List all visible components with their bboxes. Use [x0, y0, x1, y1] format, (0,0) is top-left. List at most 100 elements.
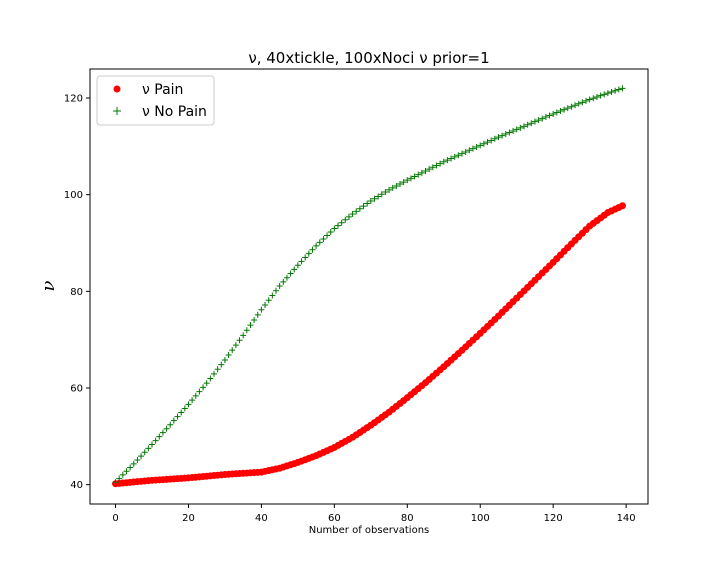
- no-pain-point: [422, 167, 429, 174]
- no-pain-point: [437, 160, 444, 167]
- no-pain-point: [575, 100, 582, 107]
- no-pain-point: [214, 366, 221, 373]
- no-pain-point: [349, 211, 356, 217]
- x-tick-label: 100: [471, 513, 490, 524]
- x-tick-label: 20: [182, 513, 195, 524]
- plot-area: [89, 68, 649, 505]
- no-pain-point: [291, 266, 298, 273]
- no-pain-point: [513, 126, 520, 133]
- no-pain-point: [211, 370, 217, 377]
- no-pain-point: [112, 479, 119, 486]
- no-pain-point: [466, 147, 473, 154]
- no-pain-point: [243, 327, 250, 334]
- no-pain-point: [448, 155, 455, 162]
- no-pain-point: [411, 173, 418, 180]
- no-pain-point: [378, 191, 385, 198]
- series-pain: [112, 202, 626, 488]
- no-pain-point: [167, 421, 174, 428]
- no-pain-point: [258, 306, 265, 313]
- no-pain-point: [418, 169, 425, 176]
- no-pain-point: [163, 425, 170, 432]
- no-pain-point: [134, 457, 141, 464]
- no-pain-point: [462, 148, 469, 155]
- no-pain-point: [561, 106, 568, 113]
- legend-box: [96, 75, 215, 126]
- y-axis-ticks: 40 60 80 100 120: [64, 94, 90, 491]
- no-pain-point: [287, 270, 294, 277]
- no-pain-point: [152, 437, 159, 444]
- x-tick-label: 0: [112, 513, 118, 524]
- no-pain-point: [612, 87, 619, 94]
- no-pain-point: [236, 337, 243, 344]
- no-pain-point: [477, 142, 484, 149]
- legend: ν Pain ν No Pain: [96, 75, 215, 126]
- no-pain-point: [495, 134, 502, 141]
- no-pain-point: [429, 164, 436, 171]
- y-tick-label: 40: [70, 480, 83, 491]
- no-pain-point: [273, 287, 279, 294]
- no-pain-point: [225, 352, 232, 359]
- no-pain-point: [221, 356, 228, 363]
- no-pain-point: [203, 380, 210, 387]
- no-pain-point: [619, 85, 626, 92]
- no-pain-point: [269, 292, 276, 299]
- no-pain-point: [181, 405, 188, 412]
- no-pain-point: [232, 342, 239, 349]
- no-pain-point: [116, 475, 123, 482]
- no-pain-point: [531, 118, 538, 125]
- no-pain-point: [550, 110, 557, 117]
- no-pain-point: [119, 471, 126, 478]
- no-pain-point: [138, 453, 145, 460]
- no-pain-point: [156, 433, 163, 440]
- no-pain-point: [440, 158, 447, 165]
- no-pain-point: [524, 121, 531, 128]
- no-pain-point: [546, 112, 553, 119]
- no-pain-point: [539, 115, 546, 122]
- no-pain-point: [451, 153, 458, 160]
- pain-point: [618, 202, 626, 210]
- no-pain-point: [320, 235, 327, 242]
- no-pain-point: [590, 95, 597, 102]
- no-pain-point: [127, 464, 134, 471]
- no-pain-point: [145, 445, 152, 452]
- no-pain-point: [262, 301, 269, 308]
- x-tick-label: 80: [401, 513, 414, 524]
- no-pain-point: [331, 225, 338, 232]
- no-pain-point: [302, 254, 309, 261]
- no-pain-point: [247, 322, 254, 329]
- no-pain-point: [229, 347, 236, 354]
- no-pain-point: [491, 135, 498, 142]
- no-pain-point: [488, 137, 495, 144]
- no-pain-point: [506, 129, 513, 136]
- y-tick-label: 100: [64, 190, 83, 201]
- no-pain-point: [553, 109, 560, 116]
- no-pain-point: [265, 297, 272, 304]
- no-pain-point: [393, 182, 400, 189]
- no-pain-point: [170, 417, 177, 424]
- no-pain-point: [469, 145, 476, 152]
- no-pain-point: [557, 108, 564, 115]
- no-pain-point: [294, 262, 301, 269]
- no-pain-point: [568, 103, 575, 110]
- no-pain-point: [316, 239, 323, 246]
- no-pain-point: [254, 311, 261, 318]
- no-pain-point: [426, 166, 433, 173]
- no-pain-point: [433, 162, 440, 169]
- no-pain-point: [407, 175, 414, 182]
- no-pain-point: [400, 179, 407, 186]
- no-pain-point: [502, 131, 509, 138]
- chart-title: ν, 40xtickle, 100xNoci ν prior=1: [248, 49, 489, 67]
- no-pain-point: [345, 213, 352, 220]
- no-pain-point: [309, 246, 316, 253]
- no-pain-point: [371, 195, 378, 202]
- no-pain-point: [185, 401, 192, 408]
- no-pain-point: [338, 219, 345, 226]
- x-tick-label: 40: [255, 513, 268, 524]
- no-pain-point: [597, 92, 604, 99]
- no-pain-point: [335, 222, 341, 229]
- no-pain-point: [356, 205, 363, 212]
- no-pain-point: [196, 388, 203, 395]
- no-pain-point: [251, 316, 258, 323]
- no-pain-point: [564, 105, 571, 112]
- no-pain-point: [200, 384, 207, 391]
